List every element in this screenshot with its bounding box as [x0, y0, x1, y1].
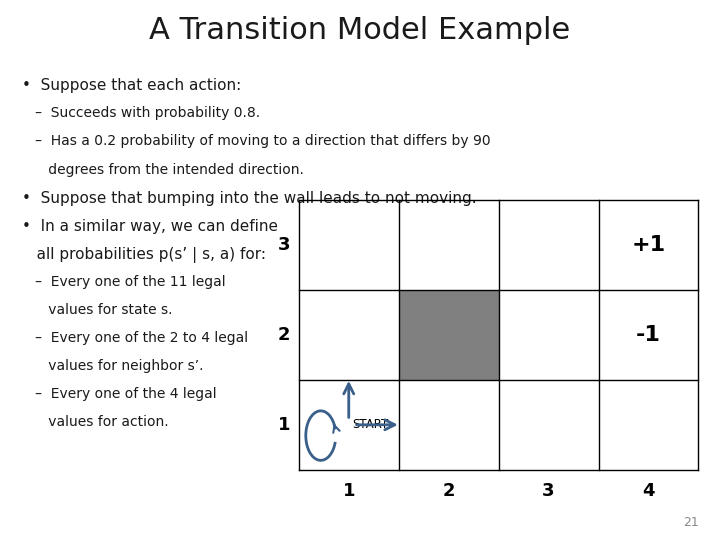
Text: 2: 2 — [278, 326, 290, 344]
Text: +1: +1 — [631, 235, 665, 255]
Text: values for action.: values for action. — [22, 415, 168, 429]
Text: 21: 21 — [683, 516, 698, 529]
Text: 1: 1 — [343, 482, 355, 500]
Text: all probabilities p(s’ | s, a) for:: all probabilities p(s’ | s, a) for: — [22, 247, 266, 263]
Text: •  Suppose that bumping into the wall leads to not moving.: • Suppose that bumping into the wall lea… — [22, 191, 476, 206]
Text: –  Every one of the 4 legal: – Every one of the 4 legal — [22, 387, 216, 401]
Text: A Transition Model Example: A Transition Model Example — [149, 16, 571, 45]
Text: 3: 3 — [542, 482, 555, 500]
Text: values for state s.: values for state s. — [22, 303, 172, 317]
Text: –  Every one of the 2 to 4 legal: – Every one of the 2 to 4 legal — [22, 331, 248, 345]
Text: –  Succeeds with probability 0.8.: – Succeeds with probability 0.8. — [22, 106, 260, 120]
Text: –  Every one of the 11 legal: – Every one of the 11 legal — [22, 275, 225, 289]
Text: –  Has a 0.2 probability of moving to a direction that differs by 90: – Has a 0.2 probability of moving to a d… — [22, 134, 490, 149]
Text: 3: 3 — [278, 236, 290, 254]
Text: •  Suppose that each action:: • Suppose that each action: — [22, 78, 241, 93]
Text: START: START — [352, 418, 389, 431]
Text: 1: 1 — [278, 416, 290, 434]
Text: degrees from the intended direction.: degrees from the intended direction. — [22, 163, 303, 177]
Text: 4: 4 — [642, 482, 654, 500]
Text: 2: 2 — [442, 482, 455, 500]
Text: -1: -1 — [636, 325, 661, 345]
Bar — [399, 290, 498, 380]
Text: •  In a similar way, we can define: • In a similar way, we can define — [22, 219, 278, 234]
Text: values for neighbor s’.: values for neighbor s’. — [22, 359, 203, 373]
